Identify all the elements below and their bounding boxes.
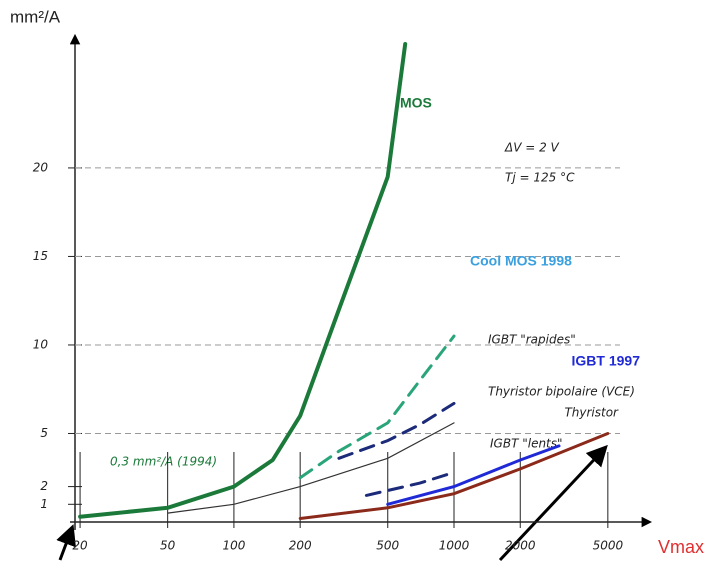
series-label: MOS — [400, 95, 432, 111]
x-tick-label: 100 — [222, 539, 245, 553]
y-axis-label: mm²/A — [10, 7, 61, 26]
series-label: IGBT 1997 — [572, 353, 641, 369]
y-tick-label: 2 — [40, 479, 48, 493]
series-label: Thyristor bipolaire (VCE) — [488, 385, 635, 399]
y-tick-label: 20 — [33, 160, 49, 174]
pointer-arrow — [56, 524, 76, 561]
x-tick-label: 5000 — [593, 539, 624, 553]
y-tick-label: 10 — [33, 337, 49, 351]
y-tick-label: 15 — [33, 249, 48, 263]
series-label: Cool MOS 1998 — [470, 253, 572, 269]
x-axis-label: Vmax — [658, 537, 704, 557]
pointer-arrow — [498, 444, 608, 562]
series-label: IGBT "rapides" — [488, 333, 576, 347]
annotation: Tj = 125 °C — [505, 171, 575, 185]
x-tick-label: 50 — [160, 539, 176, 553]
x-tick-label: 20 — [72, 539, 88, 553]
series-label: Thyristor — [564, 406, 619, 420]
series-line — [167, 422, 455, 514]
x-tick-label: 1000 — [439, 539, 470, 553]
x-tick-label: 200 — [289, 539, 312, 553]
y-tick-label: 5 — [40, 426, 48, 440]
series-line — [364, 470, 456, 497]
series-line — [386, 444, 561, 506]
series-line — [298, 334, 456, 480]
series-line — [298, 432, 610, 520]
x-tick-label: 2000 — [505, 539, 536, 553]
y-tick-label: 1 — [40, 497, 48, 511]
annotation: ΔV = 2 V — [504, 141, 560, 155]
series-line — [337, 401, 456, 460]
annotation: 0,3 mm²/A (1994) — [110, 455, 217, 469]
x-tick-label: 500 — [376, 539, 399, 553]
series-line — [78, 42, 408, 519]
series-label: IGBT "lents" — [490, 437, 563, 451]
